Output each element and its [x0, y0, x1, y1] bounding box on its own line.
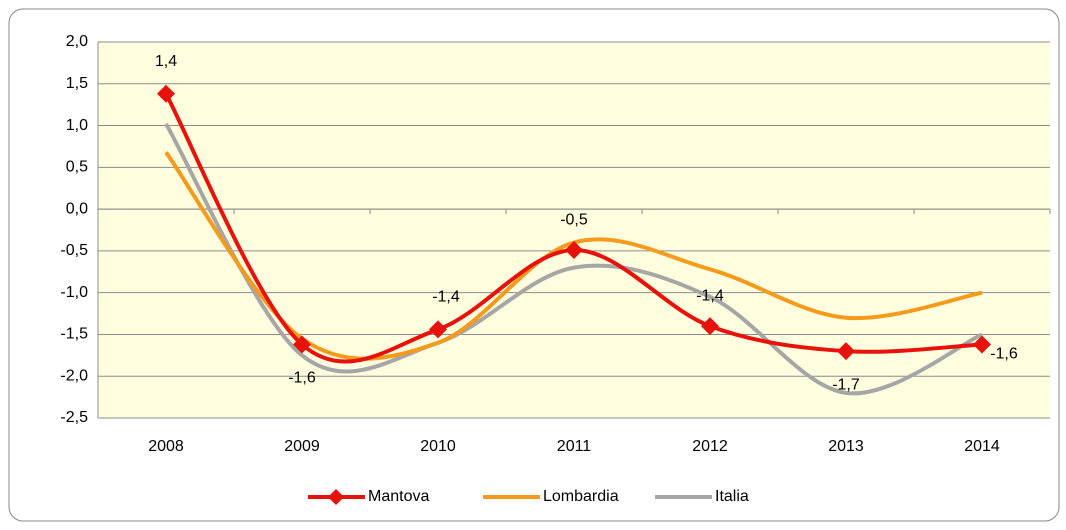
x-tick-label: 2011	[557, 438, 592, 455]
x-tick-label: 2010	[420, 438, 456, 455]
x-tick-label: 2014	[964, 438, 1000, 455]
marker	[429, 320, 447, 339]
marker	[973, 335, 991, 354]
marker	[157, 84, 175, 103]
data-label: -1,4	[696, 287, 724, 304]
x-tick-label: 2009	[284, 438, 320, 455]
data-label: -0,5	[560, 211, 588, 228]
marker	[701, 317, 719, 336]
legend-label: Italia	[715, 488, 749, 505]
plot-area	[98, 42, 1050, 418]
series-line	[164, 122, 983, 396]
y-tick-label: 1,5	[66, 75, 88, 92]
legend-label: Lombardia	[543, 488, 619, 505]
marker	[837, 342, 855, 361]
data-label: 1,4	[155, 53, 177, 70]
data-label: -1,6	[288, 370, 316, 387]
marker	[293, 335, 311, 354]
y-tick-label: 1,0	[66, 117, 88, 134]
y-tick-label: 0,5	[66, 159, 88, 176]
legend-marker	[328, 489, 344, 505]
y-tick-label: -1,5	[60, 326, 88, 343]
x-tick-label: 2013	[828, 438, 864, 455]
x-tick-label: 2008	[148, 438, 184, 455]
data-label: -1,4	[432, 289, 460, 306]
legend-label: Mantova	[368, 488, 429, 505]
y-tick-label: -0,5	[60, 242, 88, 259]
data-label: -1,7	[832, 376, 860, 393]
y-tick-label: -2,5	[60, 409, 88, 426]
y-tick-label: 2,0	[66, 33, 88, 50]
marker	[565, 241, 583, 260]
x-tick-label: 2012	[692, 438, 728, 455]
y-tick-label: -1,0	[60, 284, 88, 301]
y-tick-label: -2,0	[60, 367, 88, 384]
data-label: -1,6	[990, 346, 1018, 363]
y-tick-label: 0,0	[66, 200, 88, 217]
